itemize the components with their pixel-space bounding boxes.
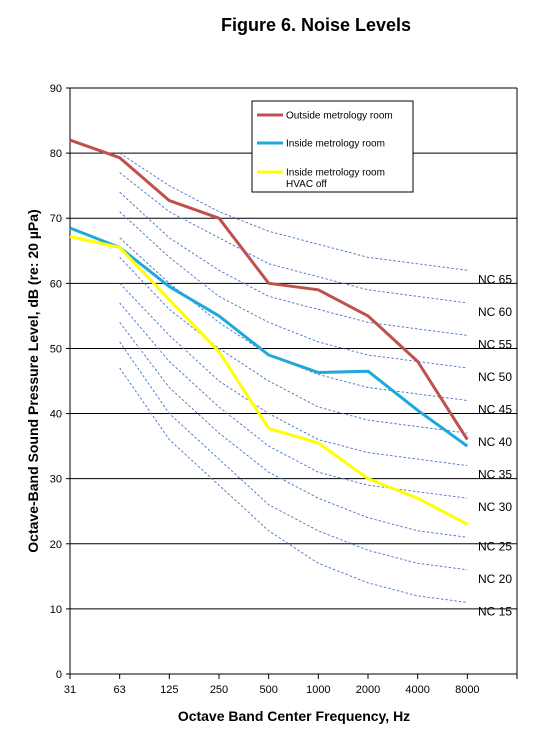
nc-curve xyxy=(119,172,468,304)
y-tick-label: 20 xyxy=(50,539,62,551)
nc-curve-label: NC 60 xyxy=(478,305,512,319)
legend-entry-label: Inside metrology room xyxy=(286,168,385,179)
y-tick-label: 50 xyxy=(50,343,62,355)
nc-curve xyxy=(119,282,468,467)
nc-curve-label: NC 30 xyxy=(478,500,512,514)
y-tick-label: 0 xyxy=(56,669,62,681)
x-tick-label: 125 xyxy=(160,684,178,696)
nc-curve-label: NC 25 xyxy=(478,539,512,553)
y-tick-label: 40 xyxy=(50,409,62,421)
y-tick-label: 70 xyxy=(50,213,62,225)
x-tick-label: 63 xyxy=(114,684,126,696)
nc-curve xyxy=(119,211,468,369)
nc-curve xyxy=(119,191,468,336)
y-tick-label: 90 xyxy=(50,83,62,95)
nc-curve-label: NC 55 xyxy=(478,337,512,351)
chart-title: Figure 6. Noise Levels xyxy=(221,15,411,35)
nc-curve-label: NC 40 xyxy=(478,435,512,449)
nc-curve xyxy=(119,322,468,538)
x-tick-label: 1000 xyxy=(306,684,330,696)
series-line xyxy=(69,226,469,448)
x-tick-label: 250 xyxy=(210,684,228,696)
y-tick-label: 30 xyxy=(50,474,62,486)
nc-curve xyxy=(119,256,468,434)
nc-curve xyxy=(119,152,468,271)
y-axis-label: Octave-Band Sound Pressure Level, dB (re… xyxy=(25,209,41,552)
nc-curve-label: NC 20 xyxy=(478,572,512,586)
x-tick-label: 31 xyxy=(64,684,76,696)
x-tick-label: 500 xyxy=(259,684,277,696)
nc-curve-label: NC 50 xyxy=(478,370,512,384)
nc-curve xyxy=(119,302,468,499)
y-tick-label: 10 xyxy=(50,604,62,616)
nc-curve-label: NC 65 xyxy=(478,272,512,286)
x-tick-label: 8000 xyxy=(455,684,479,696)
nc-curve xyxy=(119,341,468,571)
x-tick-label: 4000 xyxy=(405,684,429,696)
nc-curve-label: NC 45 xyxy=(478,403,512,417)
series-line xyxy=(69,235,468,526)
x-tick-label: 2000 xyxy=(356,684,380,696)
y-tick-label: 80 xyxy=(50,148,62,160)
legend-entry-label: Inside metrology room xyxy=(286,139,385,150)
nc-curve-label: NC 35 xyxy=(478,468,512,482)
y-tick-label: 60 xyxy=(50,278,62,290)
legend-entry-label: HVAC off xyxy=(286,179,327,190)
series-line xyxy=(69,138,469,441)
x-axis-label: Octave Band Center Frequency, Hz xyxy=(178,708,410,724)
legend: Outside metrology room Inside metrology r… xyxy=(251,100,414,193)
nc-curve-label: NC 15 xyxy=(478,604,512,618)
legend-entry-label: Outside metrology room xyxy=(286,111,393,122)
